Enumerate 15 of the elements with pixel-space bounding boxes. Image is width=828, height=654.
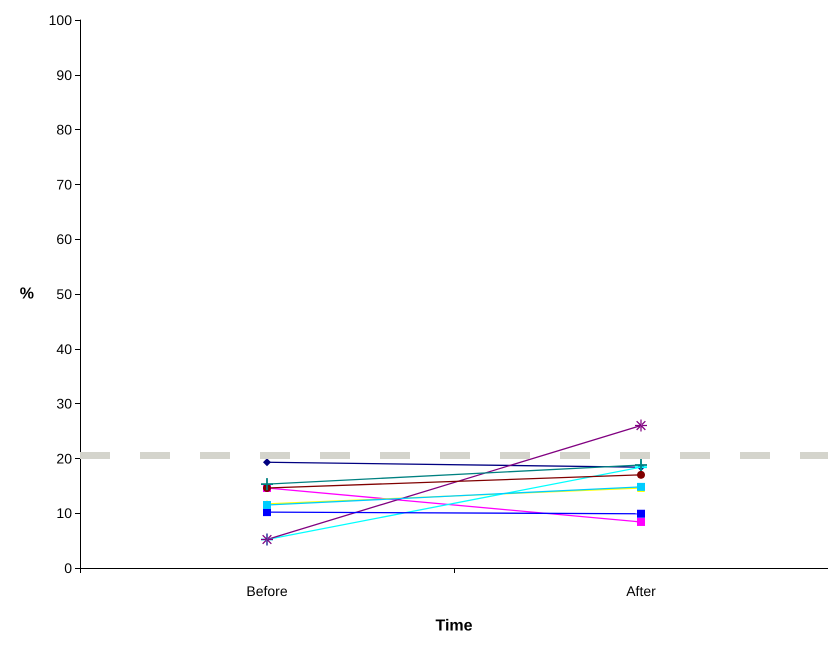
y-tick-label: 40 bbox=[56, 340, 72, 357]
y-tick-label: 90 bbox=[56, 66, 72, 83]
y-tick-label: 50 bbox=[56, 286, 72, 302]
x-axis-title: Time bbox=[435, 618, 473, 634]
y-axis-title: % bbox=[20, 286, 34, 302]
y-tick-label: 60 bbox=[56, 231, 72, 248]
y-tick-label: 10 bbox=[56, 505, 72, 522]
y-tick-label: 20 bbox=[56, 450, 72, 466]
x-tick-label: After bbox=[626, 583, 656, 599]
y-tick-label: 70 bbox=[56, 176, 72, 192]
y-tick-label: 30 bbox=[56, 396, 72, 412]
y-tick-label: 80 bbox=[56, 122, 72, 138]
x-tick-label: Before bbox=[246, 583, 288, 599]
y-tick-label: 100 bbox=[48, 12, 72, 28]
y-tick-label: 0 bbox=[64, 560, 72, 576]
